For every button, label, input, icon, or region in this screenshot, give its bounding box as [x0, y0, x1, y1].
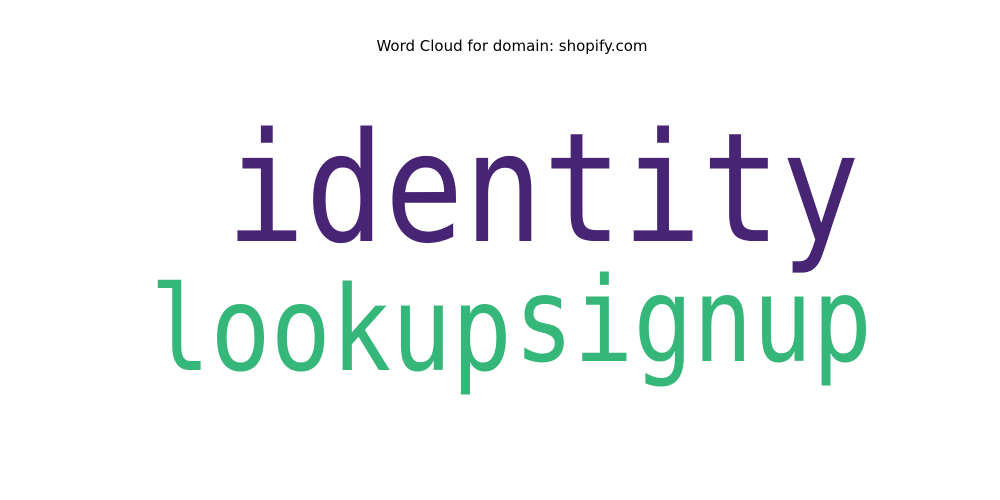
chart-title: Word Cloud for domain: shopify.com	[376, 37, 648, 55]
word-signup: signup	[514, 251, 872, 389]
word-identity: identity	[226, 100, 860, 277]
word-lookup: lookup	[150, 260, 512, 398]
